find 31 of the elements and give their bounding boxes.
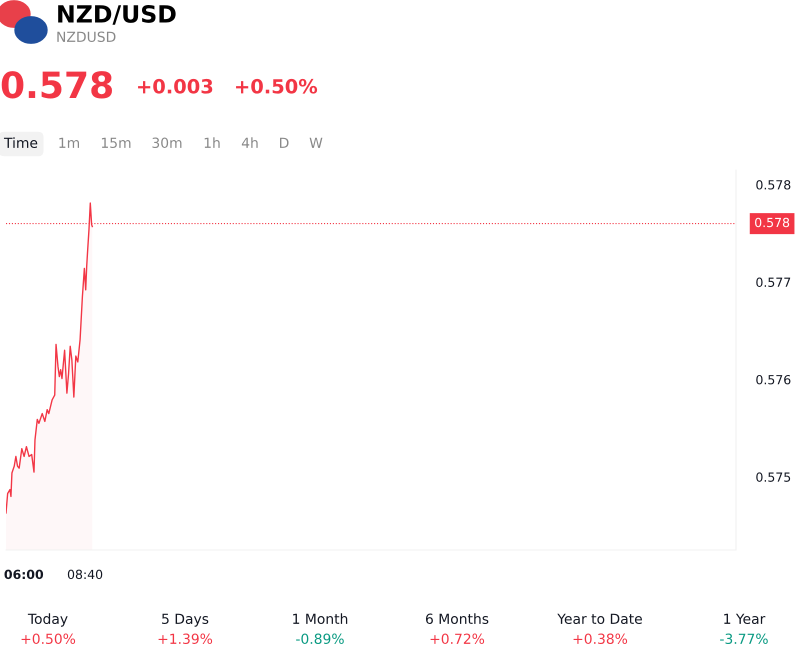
text: +1.39% bbox=[158, 634, 212, 644]
text: +0.50% bbox=[22, 634, 76, 644]
text: 1h bbox=[204, 137, 220, 148]
text: W bbox=[310, 138, 322, 148]
text: -3.77% bbox=[720, 634, 768, 644]
text: Year to Date bbox=[557, 614, 642, 624]
text: +0.003 bbox=[138, 78, 212, 94]
text: +0.72% bbox=[430, 634, 484, 644]
text: 0.578 bbox=[2, 71, 112, 98]
text: 1 Year bbox=[724, 614, 766, 624]
text: 6 Months bbox=[426, 613, 488, 624]
text: Today bbox=[28, 613, 68, 627]
text: 1 Month bbox=[293, 613, 348, 624]
text: 30m bbox=[152, 138, 182, 148]
text: 1m bbox=[59, 138, 80, 148]
y-tick-label: 0.577 bbox=[756, 278, 790, 287]
text: +0.38% bbox=[574, 634, 628, 644]
text: -0.89% bbox=[296, 634, 344, 644]
text: 15m bbox=[102, 138, 130, 148]
text: D bbox=[280, 138, 289, 148]
x-tick-label: 06:00 bbox=[4, 570, 44, 580]
chart-title: NZD/USD bbox=[58, 4, 176, 25]
y-tick-label: 0.575 bbox=[756, 472, 790, 482]
text: Time bbox=[4, 137, 38, 148]
text: +0.50% bbox=[236, 78, 318, 94]
y-tick-label: 0.578 bbox=[756, 180, 790, 190]
text: 5 Days bbox=[162, 614, 208, 627]
text: 4h bbox=[242, 137, 258, 148]
x-tick-label: 08:40 bbox=[68, 570, 102, 580]
y-tick-label: 0.576 bbox=[756, 374, 790, 384]
chart-subtitle: NZDUSD bbox=[57, 32, 116, 42]
